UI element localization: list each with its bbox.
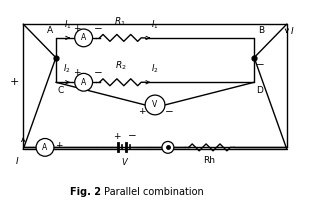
Text: +: +	[10, 77, 19, 87]
Text: A: A	[47, 26, 53, 35]
Text: Fig. 2: Fig. 2	[70, 187, 100, 197]
Text: Parallel combination: Parallel combination	[105, 187, 204, 197]
Circle shape	[162, 141, 174, 153]
Text: $I_2$: $I_2$	[63, 63, 70, 75]
Text: I: I	[15, 157, 18, 166]
Circle shape	[75, 29, 93, 47]
Text: D: D	[256, 86, 263, 95]
Circle shape	[75, 73, 93, 91]
Text: A: A	[42, 143, 48, 152]
Text: −: −	[94, 24, 102, 34]
Text: $I_1$: $I_1$	[64, 19, 72, 31]
Text: V: V	[121, 158, 127, 167]
Text: Rh: Rh	[204, 156, 216, 165]
Text: A: A	[81, 33, 86, 42]
Text: +: +	[138, 107, 146, 116]
Text: −: −	[256, 60, 265, 70]
Text: −: −	[165, 107, 173, 117]
Text: $R_2$: $R_2$	[114, 60, 126, 72]
Text: −: −	[26, 143, 35, 153]
Text: −: −	[94, 68, 102, 78]
Text: V: V	[152, 100, 158, 110]
Text: +: +	[73, 24, 81, 33]
Text: A: A	[81, 78, 86, 87]
Text: +: +	[73, 68, 81, 77]
Text: C: C	[58, 86, 64, 95]
Text: B: B	[258, 26, 264, 35]
Text: $I_1$: $I_1$	[151, 19, 159, 31]
Text: $R_1$: $R_1$	[114, 16, 126, 28]
Circle shape	[145, 95, 165, 115]
Text: +: +	[112, 132, 120, 141]
Text: $I_2$: $I_2$	[151, 63, 159, 75]
Text: +: +	[55, 141, 63, 150]
Text: −: −	[128, 131, 137, 141]
Text: I: I	[291, 28, 294, 37]
Circle shape	[36, 139, 54, 156]
